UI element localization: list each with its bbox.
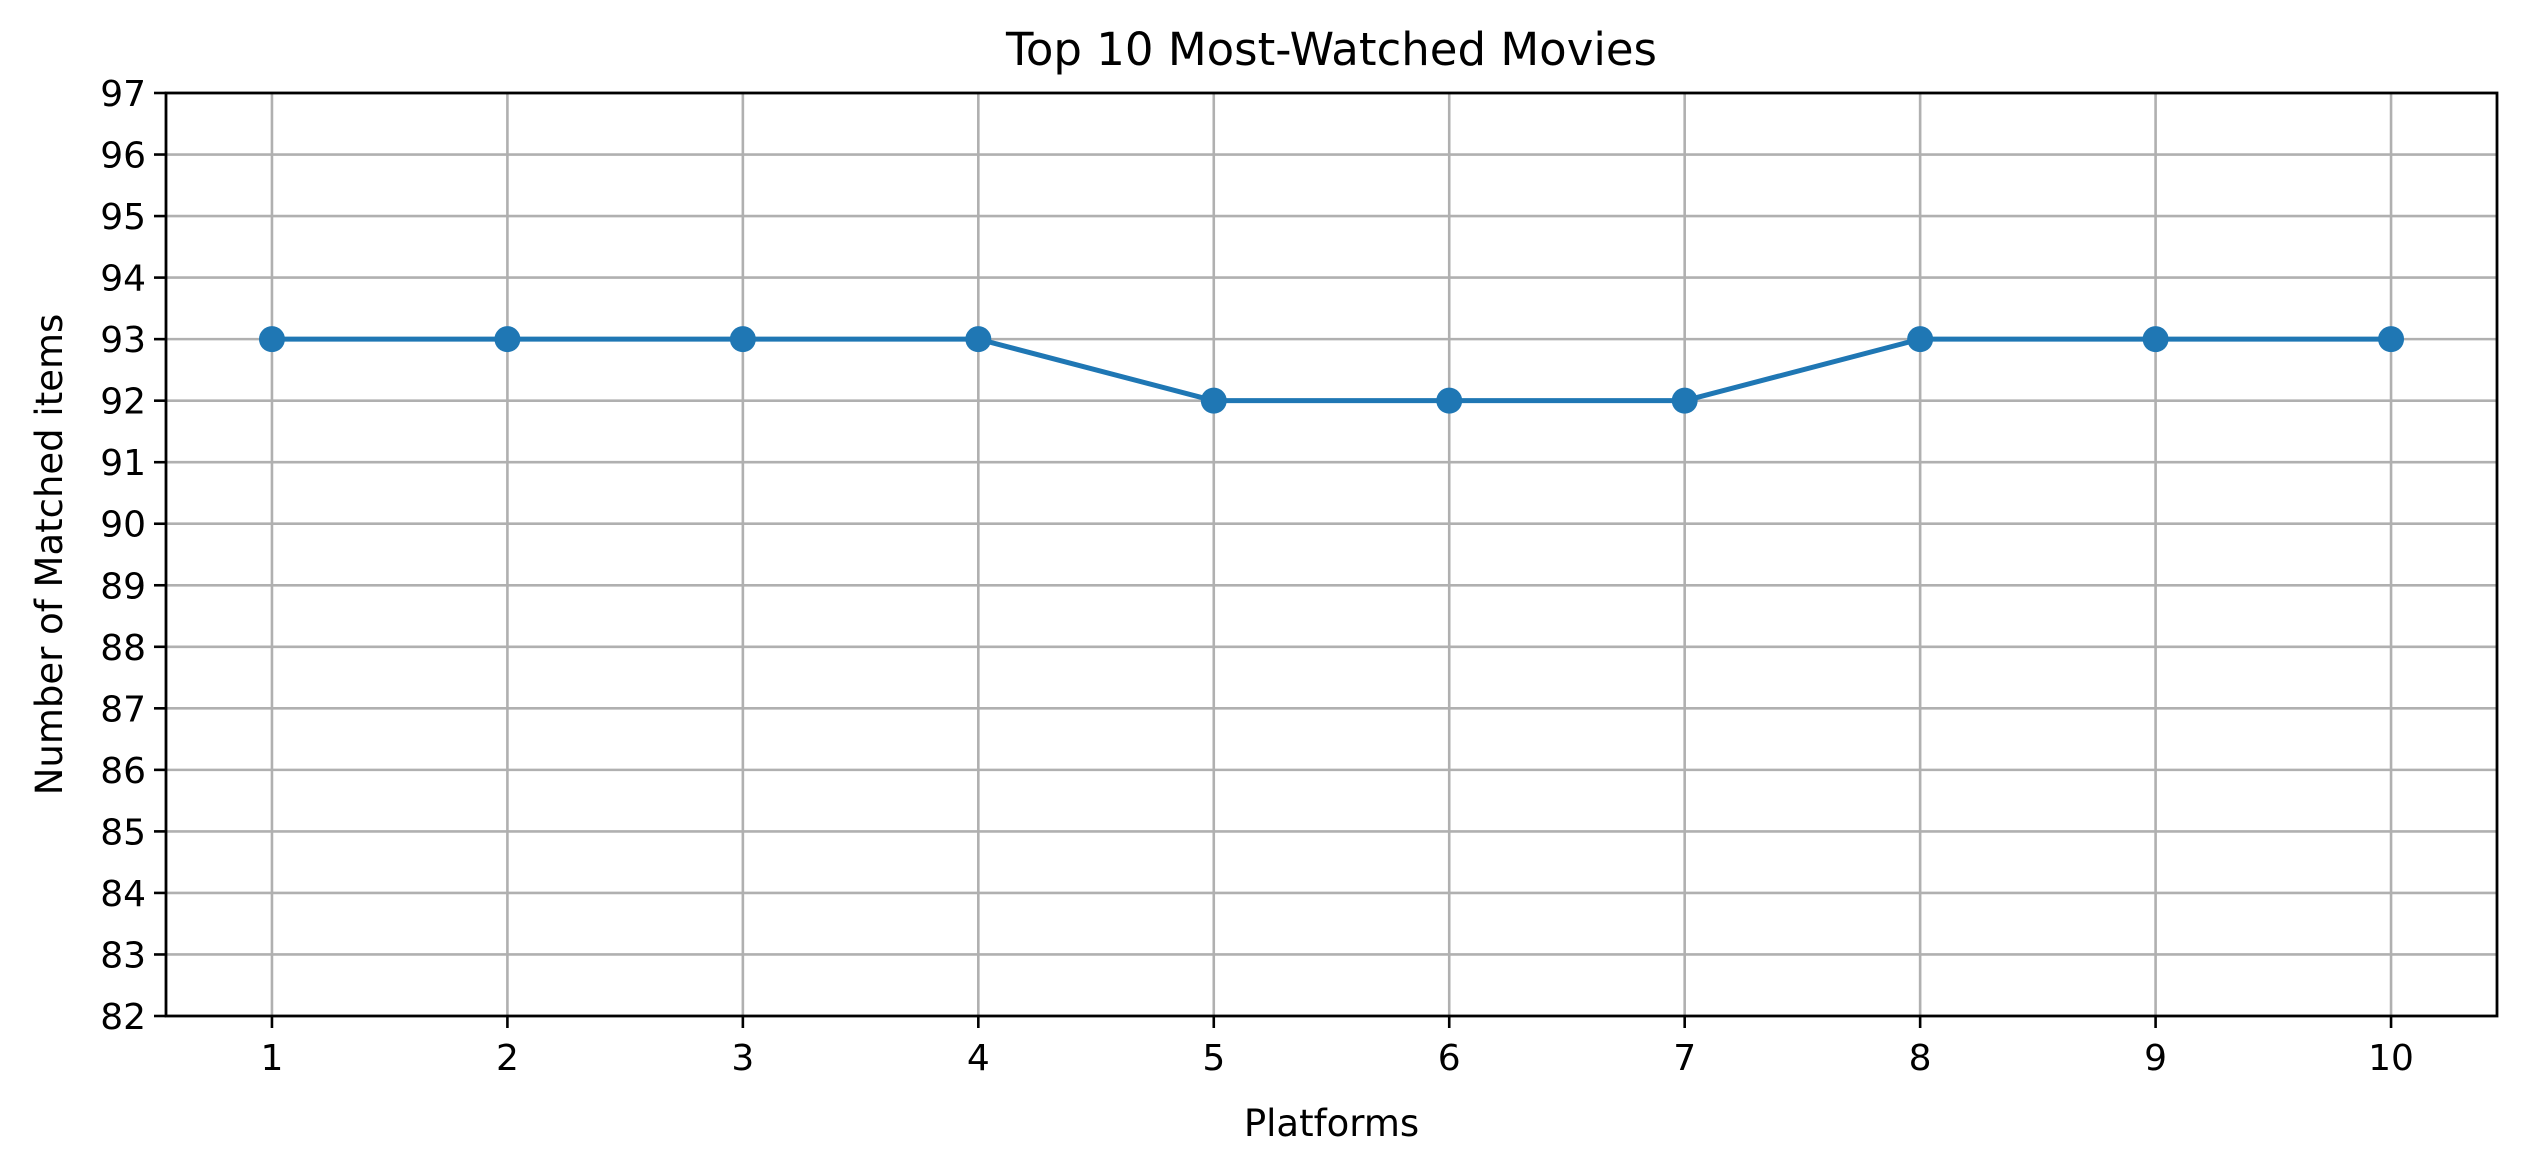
series-points (258, 326, 2405, 414)
x-tick-label: 3 (731, 1038, 754, 1079)
y-tick-label: 82 (100, 997, 146, 1038)
x-tick-label: 9 (2144, 1038, 2167, 1079)
x-tick-label: 4 (967, 1038, 990, 1079)
x-tick-label: 10 (2368, 1038, 2414, 1079)
data-point (2142, 326, 2169, 353)
y-tick-label: 83 (100, 935, 146, 976)
x-tick-label: 6 (1438, 1038, 1461, 1079)
y-tick-label: 84 (100, 874, 146, 915)
data-point (1200, 387, 1227, 414)
x-gridlines (270, 93, 2393, 1016)
y-tick-label: 95 (100, 197, 146, 238)
y-axis-label: Number of Matched items (28, 314, 71, 796)
y-tick-label: 86 (100, 751, 146, 792)
y-gridlines (166, 153, 2497, 956)
x-tick-label: 8 (1909, 1038, 1932, 1079)
data-point (1671, 387, 1698, 414)
x-tick-label: 7 (1673, 1038, 1696, 1079)
series-line (269, 336, 2394, 404)
y-axis-ticks: 82 83 84 85 86 87 88 89 90 91 92 93 94 95 96 97 (100, 74, 166, 1038)
plot-frame (164, 91, 2499, 1018)
x-tick-label: 1 (261, 1038, 284, 1079)
chart-title: Top 10 Most-Watched Movies (1005, 23, 1657, 76)
data-point (258, 326, 285, 353)
y-tick-label: 85 (100, 812, 146, 853)
y-tick-label: 93 (100, 320, 146, 361)
y-tick-label: 88 (100, 628, 146, 669)
y-tick-label: 91 (100, 443, 146, 484)
y-tick-label: 94 (100, 259, 146, 300)
data-point (494, 326, 521, 353)
y-tick-label: 96 (100, 136, 146, 177)
data-point (729, 326, 756, 353)
y-tick-label: 92 (100, 382, 146, 423)
data-point (1436, 387, 1463, 414)
x-axis-ticks: 1 2 3 4 5 6 7 8 9 10 (261, 1016, 2414, 1079)
data-point (2378, 326, 2405, 353)
data-point (965, 326, 992, 353)
x-tick-label: 2 (496, 1038, 519, 1079)
y-tick-label: 89 (100, 566, 146, 607)
y-tick-label: 97 (100, 74, 146, 115)
series-lines (269, 336, 2394, 404)
y-tick-label: 90 (100, 505, 146, 546)
x-tick-label: 5 (1202, 1038, 1225, 1079)
data-point (1907, 326, 1934, 353)
x-axis-label: Platforms (1244, 1102, 1419, 1145)
y-tick-label: 87 (100, 689, 146, 730)
